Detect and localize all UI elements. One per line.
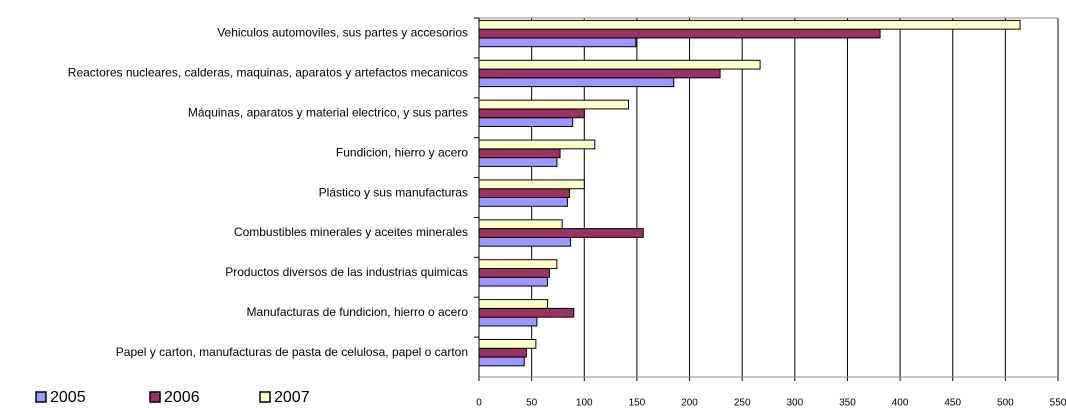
- bar: [478, 148, 561, 159]
- bar: [478, 219, 563, 230]
- x-tick-label: 400: [892, 398, 909, 408]
- bar: [478, 108, 585, 119]
- x-tick-label: 450: [944, 398, 961, 408]
- x-tick-label: 250: [734, 398, 751, 408]
- bar: [478, 307, 575, 318]
- y-tick-label: Vehiculos automoviles, sus partes y acce…: [217, 26, 468, 40]
- y-tick-label: Manufacturas de fundicion, hierro o acer…: [247, 305, 469, 319]
- y-tick-label: Reactores nucleares, calderas, maquinas,…: [68, 66, 468, 80]
- bar: [478, 188, 571, 198]
- bar: [478, 139, 596, 150]
- y-tick-label: Plástico y sus manufacturas: [319, 185, 468, 199]
- bar: [478, 339, 537, 349]
- bar: [478, 37, 637, 48]
- bar: [478, 356, 525, 367]
- bar: [478, 99, 629, 110]
- bar: [478, 299, 548, 309]
- y-tick-label: Combustibles minerales y aceites mineral…: [234, 225, 468, 239]
- legend-label: 2006: [164, 389, 200, 406]
- bar: [478, 268, 551, 278]
- y-tick-label: Papel y carton, manufacturas de pasta de…: [116, 345, 468, 359]
- bar: [478, 259, 558, 270]
- y-tick-label: Fundicion, hierro y acero: [336, 145, 468, 159]
- x-tick-label: 550: [1050, 398, 1066, 408]
- bar: [478, 77, 675, 88]
- x-tick-label: 50: [526, 398, 538, 408]
- legend-label: 2007: [274, 389, 310, 406]
- bar: [478, 276, 548, 287]
- bar: [478, 117, 574, 127]
- bar: [478, 28, 881, 39]
- bar: [478, 236, 572, 247]
- bar: [478, 228, 644, 238]
- x-tick-label: 200: [681, 398, 698, 408]
- bar: [478, 59, 761, 70]
- legend-swatch: [35, 391, 47, 403]
- bar: [478, 197, 568, 207]
- bar: [478, 19, 1021, 30]
- x-tick-label: 100: [576, 398, 593, 408]
- legend-label: 2005: [50, 389, 86, 406]
- bar: [478, 68, 721, 79]
- x-tick-label: 300: [786, 398, 803, 408]
- bar: [478, 179, 585, 190]
- y-tick-label: Máquinas, aparatos y material electrico,…: [188, 106, 468, 120]
- bar: [478, 347, 527, 358]
- x-tick-label: 150: [629, 398, 646, 408]
- x-tick-label: 350: [839, 398, 856, 408]
- bar: [478, 157, 558, 167]
- x-tick-label: 500: [997, 398, 1014, 408]
- legend-swatch: [149, 391, 161, 403]
- legend-swatch: [259, 391, 271, 403]
- y-tick-label: Productos diversos de las industrias qui…: [225, 265, 468, 279]
- bar: [478, 316, 538, 327]
- x-tick-label: 0: [476, 398, 482, 408]
